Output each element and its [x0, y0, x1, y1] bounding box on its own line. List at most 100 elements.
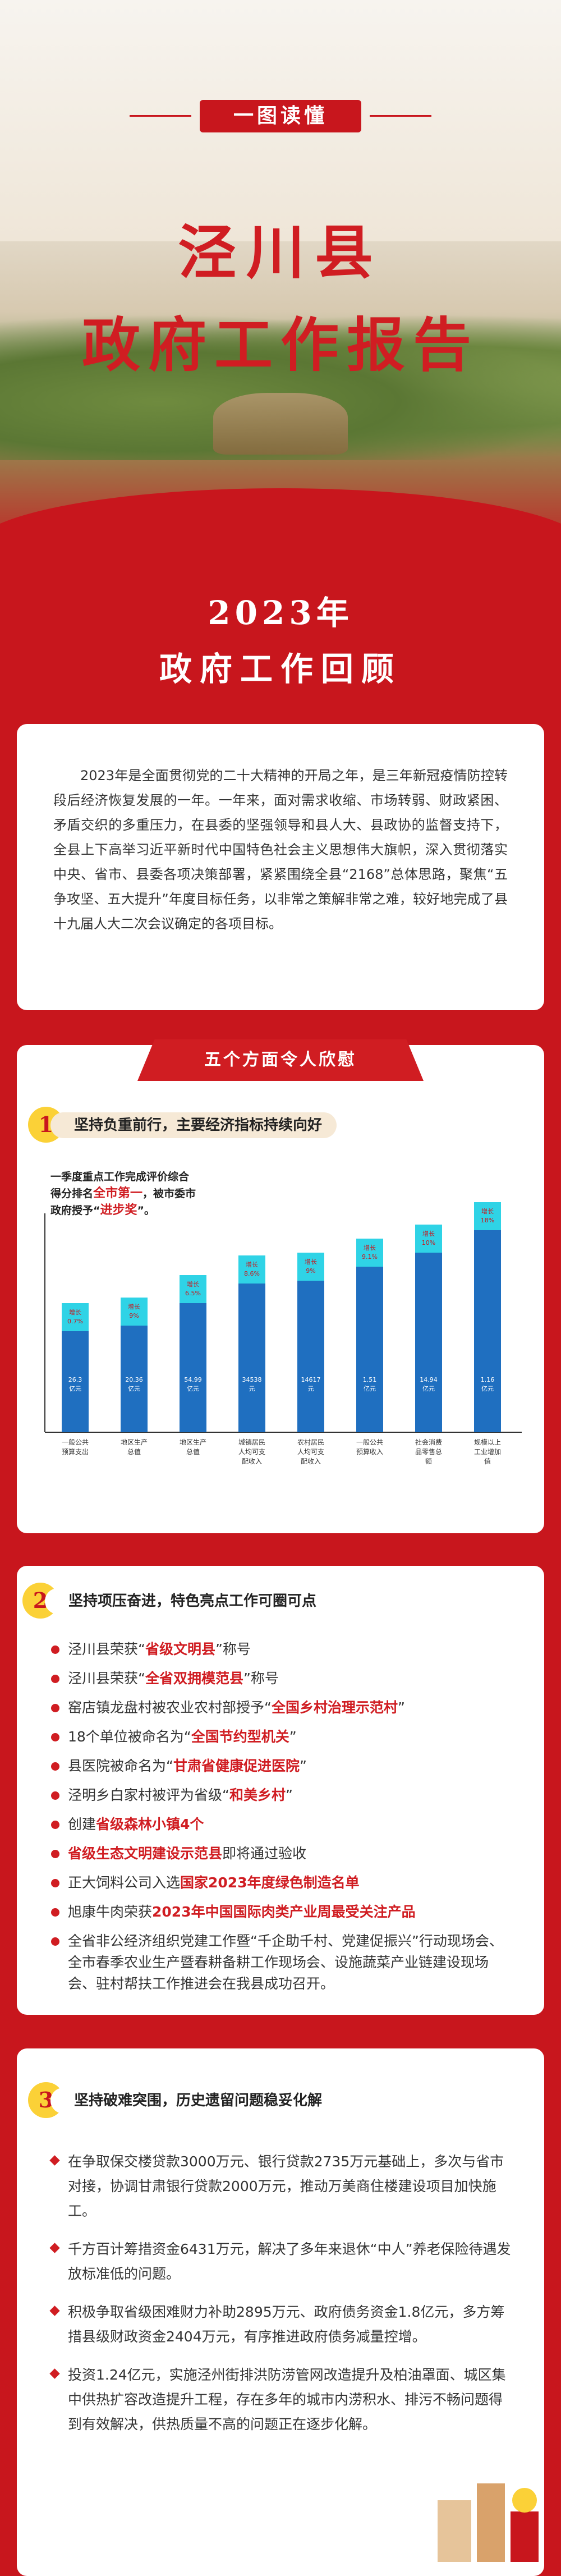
list-item-highlight: 全国乡村治理示范村	[271, 1699, 398, 1716]
chart-note-line2: 得分排名全市第一，被市委市	[50, 1185, 196, 1202]
section1-ribbon: 五个方面令人欣慰	[137, 1039, 424, 1081]
list-item: 投资1.24亿元，实施泾州街排洪防涝管网改造提升及柏油罩面、城区集中供热扩容改造…	[48, 2363, 513, 2437]
section2-list: 泾川县荣获“省级文明县”称号 泾川县荣获“全省双拥模范县”称号 窑店镇龙盘村被农业农…	[48, 1639, 513, 2002]
chart-category-label: 预算支出	[62, 1447, 89, 1456]
chart-bar	[121, 1326, 148, 1432]
chart-value-label: 26.3	[68, 1376, 82, 1383]
page-title-line2: 政府工作报告	[81, 311, 479, 379]
chart-value-label: 亿元	[128, 1385, 140, 1392]
chart-category-label: 地区生产	[180, 1438, 206, 1446]
chart-category-label: 农村居民	[297, 1438, 324, 1446]
list-item-text: 窑店镇龙盘村被农业农村部授予“	[68, 1699, 272, 1716]
chart-growth-label: 9%	[129, 1312, 139, 1319]
list-item: 全省非公经济组织党建工作暨“千企助千村、党建促振兴”行动现场会、全市春季农业生产…	[48, 1931, 513, 1995]
chart-category-label: 配收入	[242, 1457, 262, 1465]
chart-growth-label: 增长	[364, 1244, 376, 1252]
section3-card: 3 坚持破难突围，历史遗留问题稳妥化解 在争取保交楼贷款3000万元、银行贷款2…	[17, 2048, 544, 2576]
chart-category-label: 城镇居民	[238, 1438, 265, 1446]
list-item-highlight: 全国节约型机关	[191, 1729, 289, 1745]
list-item-text: 创建	[68, 1816, 96, 1832]
chart-value-label: 34538	[242, 1376, 262, 1383]
list-item-highlight: 省级森林小镇4个	[96, 1816, 204, 1832]
decoration-illustration	[438, 2483, 539, 2562]
chart-bar-growth-cap	[180, 1275, 206, 1303]
chart-note-line3-a: 政府授予“	[50, 1204, 100, 1217]
list-item-text: ”	[397, 1699, 405, 1716]
chart-growth-label: 0.7%	[67, 1318, 83, 1325]
list-item: 千方百计筹措资金6431万元，解决了多年来退休“中人”养老保险待遇发放标准低的问…	[48, 2237, 513, 2286]
chart-category-label: 工业增加	[474, 1448, 501, 1456]
economy-chart: 一季度重点工作完成评价综合 得分排名全市第一，被市委市 政府授予“进步奖”。 增…	[28, 1152, 533, 1511]
chart-value-label: 54.99	[184, 1376, 202, 1383]
chart-bar	[180, 1303, 206, 1432]
chart-category-label: 品零售总	[415, 1447, 442, 1456]
chart-note-line3-c: ”。	[137, 1204, 155, 1217]
list-item: 创建省级森林小镇4个	[48, 1814, 513, 1835]
chart-value-label: 亿元	[69, 1385, 81, 1392]
chart-growth-label: 9.1%	[362, 1253, 378, 1261]
chart-bar-growth-cap	[62, 1303, 89, 1331]
list-item: 泾川县荣获“全省双拥模范县”称号	[48, 1668, 513, 1689]
chart-note-line3: 政府授予“进步奖”。	[50, 1202, 196, 1219]
chart-bar	[474, 1230, 501, 1432]
chart-value-label: 亿元	[364, 1385, 376, 1392]
chart-value-label: 亿元	[422, 1385, 435, 1392]
chart-value-label: 1.51	[363, 1376, 377, 1383]
list-item-highlight: 省级生态文明建设示范县	[68, 1845, 223, 1862]
chart-bar	[238, 1284, 265, 1432]
list-item-highlight: 省级文明县	[145, 1641, 215, 1657]
chart-category-label: 值	[484, 1457, 491, 1465]
list-item: 泾川县荣获“省级文明县”称号	[48, 1639, 513, 1660]
chart-value-label: 亿元	[481, 1385, 494, 1392]
chart-growth-label: 增长	[128, 1303, 140, 1310]
chart-note-line2-c: ，被市委市	[142, 1188, 196, 1200]
chart-category-label: 规模以上	[474, 1438, 501, 1446]
list-item: 县医院被命名为“甘肃省健康促进医院”	[48, 1755, 513, 1777]
chart-growth-label: 18%	[481, 1217, 494, 1224]
chart-svg: 增长0.7%26.3亿元一般公共预算支出增长9%20.36亿元地区生产总值增长6…	[44, 1202, 522, 1465]
list-item-highlight: 2023年中国国际肉类产业周最受关注产品	[152, 1904, 416, 1920]
chart-note-line1: 一季度重点工作完成评价综合	[50, 1171, 190, 1183]
list-item: 正大饲料公司入选国家2023年度绿色制造名单	[48, 1872, 513, 1894]
list-item-text: ”	[289, 1729, 297, 1745]
list-item: 省级生态文明建设示范县即将通过验收	[48, 1843, 513, 1864]
chart-growth-label: 增长	[69, 1308, 81, 1316]
chart-category-label: 人均可支	[238, 1448, 265, 1456]
chart-bar	[62, 1331, 89, 1432]
chart-growth-label: 10%	[422, 1239, 435, 1246]
list-item-highlight: 全省双拥模范县	[145, 1670, 243, 1686]
list-item: 在争取保交楼贷款3000万元、银行贷款2735万元基础上，多次与省市对接，协调甘…	[48, 2149, 513, 2224]
chart-growth-label: 增长	[481, 1207, 494, 1215]
list-item-text: 泾川县荣获“	[68, 1641, 145, 1657]
chart-bar-growth-cap	[238, 1255, 265, 1284]
chart-category-label: 总值	[186, 1447, 200, 1456]
chart-note-line2-a: 得分排名	[50, 1188, 94, 1200]
chart-note-highlight-award: 进步奖	[100, 1203, 137, 1217]
chart-growth-label: 8.6%	[244, 1270, 260, 1277]
page-title-line1: 泾川县	[177, 218, 383, 287]
section2-card: 2 坚持项压奋进，特色亮点工作可圈可点 泾川县荣获“省级文明县”称号 泾川县荣获“…	[17, 1566, 544, 2015]
list-item-text: ”称号	[215, 1641, 251, 1657]
section1-heading-text: 坚持负重前行，主要经济指标持续向好	[50, 1112, 337, 1138]
hero-red-wave	[0, 488, 561, 567]
intro-text: 2023年是全面贯彻党的二十大精神的开局之年，是三年新冠疫情防控转段后经济恢复发…	[53, 768, 508, 932]
hero-town	[213, 393, 348, 455]
list-item-text: 泾明乡白家村被评为省级“	[68, 1787, 229, 1803]
chart-category-label: 预算收入	[356, 1447, 383, 1456]
list-item-text: 旭康牛肉荣获	[68, 1904, 153, 1920]
chart-category-label: 配收入	[301, 1457, 321, 1465]
list-item: 旭康牛肉荣获2023年中国国际肉类产业周最受关注产品	[48, 1901, 513, 1923]
chart-value-label: 14617	[301, 1376, 321, 1383]
chart-bar-growth-cap	[474, 1202, 501, 1230]
list-item-highlight: 甘肃省健康促进医院	[173, 1758, 300, 1774]
chart-bar	[297, 1281, 324, 1432]
section3-list: 在争取保交楼贷款3000万元、银行贷款2735万元基础上，多次与省市对接，协调甘…	[48, 2149, 513, 2450]
chart-bar	[415, 1253, 442, 1432]
chart-growth-label: 6.5%	[185, 1290, 201, 1297]
chart-category-label: 地区生产	[121, 1438, 148, 1446]
list-item-text: 全省非公经济组织党建工作暨“千企助千村、党建促振兴”行动现场会、全市春季农业生产…	[68, 1933, 503, 1992]
chart-bar-growth-cap	[297, 1253, 324, 1281]
chart-value-label: 亿元	[187, 1385, 199, 1392]
list-item-highlight: 和美乡村	[229, 1787, 286, 1803]
section2-heading-text: 坚持项压奋进，特色亮点工作可圈可点	[45, 1588, 332, 1614]
